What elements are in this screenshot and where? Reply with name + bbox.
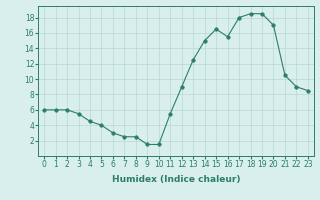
X-axis label: Humidex (Indice chaleur): Humidex (Indice chaleur) bbox=[112, 175, 240, 184]
